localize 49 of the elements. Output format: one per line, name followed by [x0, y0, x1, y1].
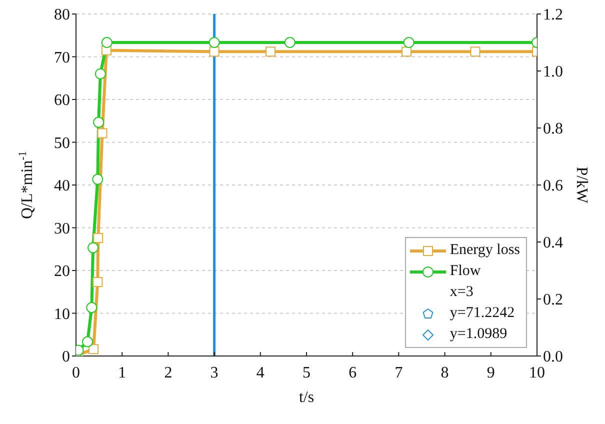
legend-label: Energy loss: [450, 241, 520, 260]
y2-axis-title: P/kW: [573, 166, 590, 204]
y2-tick-label: 0.8: [543, 120, 563, 138]
x-tick-label: 4: [256, 364, 264, 382]
x-tick-label: 7: [394, 364, 403, 382]
x-tick-label: 10: [529, 364, 545, 382]
annotation: y=71.2242: [450, 305, 515, 321]
point: [82, 336, 94, 348]
annotation: y=1.0989: [450, 326, 508, 342]
x-tick-label: 8: [440, 364, 449, 382]
point: [101, 37, 112, 48]
x-tick-label: 3: [210, 364, 218, 382]
point: [88, 344, 99, 354]
point: [93, 233, 104, 244]
point: [94, 68, 106, 80]
annotation: x=3: [450, 284, 474, 300]
y2-tick-label: 0.0: [543, 348, 563, 366]
y2-tick-label: 0.4: [543, 234, 563, 252]
point: [402, 46, 412, 57]
y-tick-label: 0: [62, 348, 70, 366]
y-tick-label: 30: [54, 220, 70, 238]
y2-tick-label: 1.2: [543, 6, 563, 24]
point: [403, 37, 414, 48]
point: [88, 242, 99, 254]
x-tick-label: 5: [302, 364, 310, 382]
y-tick-label: 50: [54, 134, 70, 152]
point: [86, 302, 98, 314]
point: [92, 174, 104, 185]
x-tick-label: 6: [348, 364, 357, 382]
y-tick-label: 10: [54, 306, 70, 323]
point: [97, 128, 108, 138]
x-axis-title: t/s: [298, 389, 314, 406]
point: [92, 277, 103, 288]
x-tick-label: 9: [486, 364, 495, 382]
y-tick-label: 60: [54, 92, 70, 110]
y-tick-label: 70: [54, 49, 70, 66]
x-tick-label: 2: [164, 364, 172, 382]
y-tick-label: 80: [54, 6, 70, 24]
point: [470, 46, 480, 57]
legend-label: Flow: [450, 262, 481, 281]
y-tick-label: 40: [54, 178, 70, 195]
y2-tick-label: 1.0: [543, 64, 563, 81]
y2-tick-label: 0.2: [543, 292, 563, 309]
y2-tick-label: 0.6: [543, 178, 563, 195]
y-tick-label: 20: [54, 263, 70, 280]
point: [266, 46, 276, 57]
point: [284, 37, 296, 48]
x-tick-label: 1: [118, 364, 126, 382]
point: [93, 116, 104, 128]
